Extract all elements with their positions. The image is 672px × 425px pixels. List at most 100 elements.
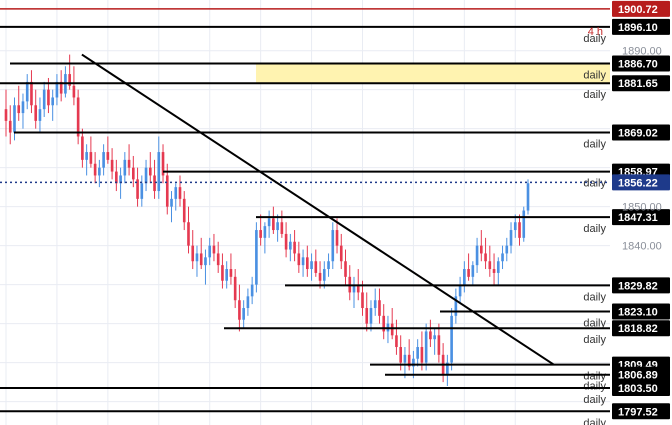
price-tag[interactable]: 1869.02: [612, 124, 670, 141]
candle-body: [93, 163, 97, 176]
candle: [30, 70, 33, 114]
candle: [191, 230, 195, 270]
candle-body: [4, 109, 8, 121]
candle: [199, 237, 203, 270]
candle: [369, 300, 373, 332]
candle: [526, 179, 530, 215]
price-tag[interactable]: 1896.10: [612, 18, 670, 35]
candle: [416, 339, 419, 367]
candle: [102, 144, 105, 176]
candle-body: [81, 136, 84, 160]
level-label: daily: [583, 33, 606, 45]
candle-body: [106, 152, 110, 160]
price-tag[interactable]: 1881.65: [612, 75, 670, 92]
candle-body: [289, 241, 292, 250]
price-tag[interactable]: 1823.10: [612, 303, 670, 320]
price-tag[interactable]: 1797.52: [612, 403, 670, 420]
candle: [255, 222, 258, 293]
price-tag[interactable]: 1829.82: [612, 277, 670, 294]
candle-body: [17, 105, 21, 114]
candle-body: [140, 183, 144, 199]
price-tag-text: 1818.82: [618, 323, 658, 335]
candle: [187, 206, 190, 254]
candle-body: [144, 167, 148, 184]
candle: [263, 222, 267, 254]
candle-body: [263, 226, 267, 238]
candle: [484, 237, 487, 270]
candle-body: [229, 269, 233, 277]
candle: [513, 214, 517, 238]
candle: [81, 128, 84, 168]
price-tag[interactable]: 1803.50: [612, 379, 670, 396]
price-tag[interactable]: 1806.89: [612, 366, 670, 383]
candle: [471, 261, 475, 285]
candle-body: [157, 152, 161, 192]
price-tag[interactable]: 1900.72: [612, 0, 670, 17]
candle-body: [250, 284, 254, 297]
candle-body: [301, 257, 305, 266]
candle-body: [373, 300, 377, 309]
price-tag[interactable]: 1818.82: [612, 320, 670, 337]
candle: [127, 144, 131, 176]
candle-body: [454, 296, 458, 316]
candle-body: [221, 265, 224, 281]
candle: [216, 241, 220, 273]
candle: [429, 319, 432, 348]
candle: [21, 93, 25, 129]
price-tag-bg: [612, 0, 670, 17]
candle: [115, 159, 118, 192]
candle-body: [407, 354, 411, 367]
level-label: daily: [583, 70, 606, 82]
candle-body: [204, 257, 207, 266]
price-tag[interactable]: 1886.70: [612, 55, 670, 72]
candle-body: [369, 308, 373, 324]
price-tag-text: 1829.82: [618, 280, 658, 292]
price-tag[interactable]: 1847.31: [612, 209, 670, 226]
candle-body: [446, 362, 449, 375]
levels-layer: dailydailydailydailydailydailydailydaily…: [0, 8, 610, 425]
candle-body: [327, 261, 330, 270]
timeframe-label: 4 h: [588, 26, 603, 38]
candle: [34, 89, 38, 129]
candle-body: [420, 347, 424, 363]
candle: [72, 66, 76, 106]
level-label: daily: [583, 381, 606, 393]
candle-body: [238, 300, 241, 320]
candle-body: [458, 284, 462, 297]
candle-body: [280, 222, 284, 234]
trendline-layer[interactable]: [81, 53, 555, 366]
candle-body: [437, 335, 441, 355]
candle: [221, 253, 224, 289]
candle-body: [182, 198, 186, 223]
candle-body: [356, 284, 360, 293]
candle-body: [496, 261, 500, 273]
level-label: daily: [583, 371, 606, 383]
candle-body: [199, 253, 203, 266]
candle-body: [68, 74, 71, 86]
candle-body: [484, 253, 487, 262]
candle-body: [318, 272, 322, 281]
candle-body: [352, 284, 356, 293]
candle-body: [475, 245, 479, 266]
candle-body: [115, 171, 118, 184]
price-tag-bg: [612, 403, 670, 420]
candle: [233, 269, 237, 309]
candle: [331, 222, 335, 270]
candle: [123, 152, 127, 184]
candle-body: [526, 183, 530, 211]
price-tag[interactable]: 1856.22: [612, 174, 670, 191]
candle: [42, 81, 46, 117]
candle-body: [463, 269, 466, 285]
candle: [267, 210, 271, 238]
candle: [390, 308, 394, 340]
candle: [339, 233, 343, 270]
price-tag-text: 1823.10: [618, 307, 658, 319]
candle-body: [424, 331, 428, 363]
trendline[interactable]: [81, 53, 555, 366]
candle-body: [259, 230, 262, 238]
candle-body: [98, 167, 101, 176]
price-axis[interactable]: 1900.721896.101886.701881.651869.021858.…: [612, 0, 670, 420]
price-tag-bg: [612, 209, 670, 226]
candle-body: [51, 97, 54, 106]
